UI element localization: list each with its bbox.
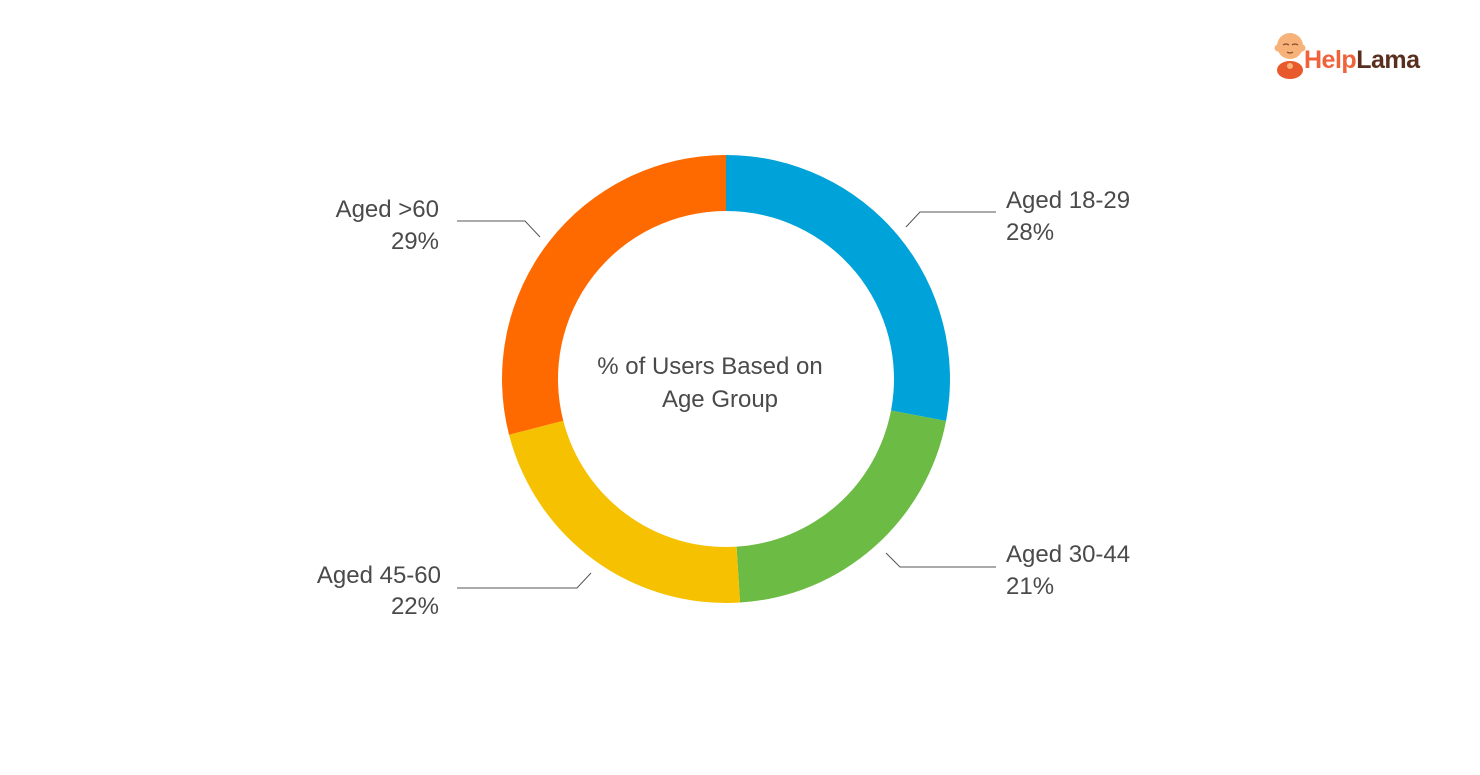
brand-logo-lama: Lama — [1356, 46, 1420, 74]
donut-slice-aged-30-44 — [736, 410, 947, 603]
label-name-aged-30-44: Aged 30-44 — [1006, 541, 1130, 568]
label-value-aged-over-60: 29% — [391, 228, 439, 255]
donut-slice-aged-60 — [502, 155, 726, 435]
donut-slices — [502, 155, 951, 604]
donut-slice-aged-18-29 — [726, 155, 951, 421]
label-name-aged-45-60: Aged 45-60 — [317, 562, 441, 589]
brand-logo: HelpLama — [1304, 46, 1420, 75]
label-value-aged-18-29: 28% — [1006, 219, 1054, 246]
leader-line-aged-30-44 — [885, 552, 996, 568]
donut-slice-aged-45-60 — [509, 420, 741, 604]
helplama-mascot-icon — [1274, 33, 1306, 79]
leader-line-aged-45-60 — [457, 572, 592, 589]
chart-title-line-1: % of Users Based on — [597, 353, 822, 380]
chart-title-line-2: Age Group — [662, 386, 778, 413]
leader-line-aged-18-29 — [905, 211, 996, 228]
leader-line-aged-over-60 — [457, 220, 541, 238]
brand-logo-help: Help — [1304, 46, 1357, 74]
label-name-aged-18-29: Aged 18-29 — [1006, 187, 1130, 214]
label-name-aged-over-60: Aged >60 — [336, 196, 439, 223]
label-value-aged-45-60: 22% — [391, 593, 439, 620]
label-value-aged-30-44: 21% — [1006, 573, 1054, 600]
